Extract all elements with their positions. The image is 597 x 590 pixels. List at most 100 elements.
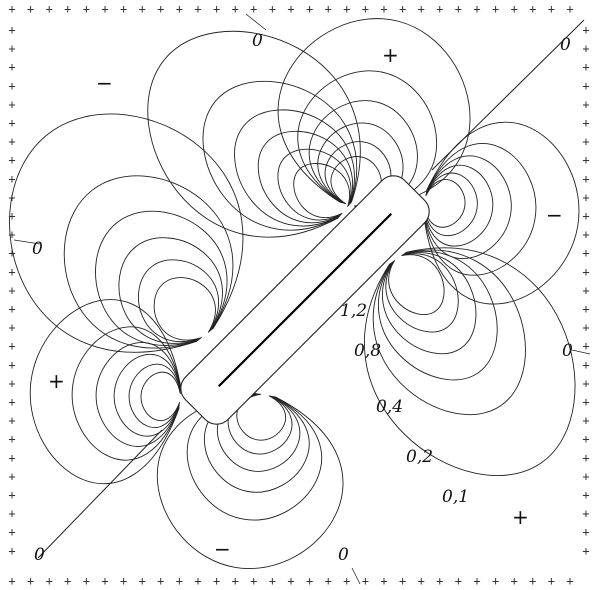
boundary-mark: + (157, 2, 164, 16)
boundary-mark: + (582, 265, 589, 279)
boundary-mark: + (582, 283, 589, 297)
contour-line (308, 100, 418, 208)
boundary-mark: + (8, 283, 15, 297)
boundary-mark: + (529, 2, 536, 16)
boundary-mark: + (582, 451, 589, 465)
boundary-mark: + (101, 574, 108, 588)
boundary-mark: + (176, 2, 183, 16)
boundary-mark: + (582, 60, 589, 74)
zero-label-left: 0 (32, 239, 43, 259)
boundary-mark: + (46, 574, 53, 588)
boundary-mark: + (232, 2, 239, 16)
boundary-mark: + (325, 574, 332, 588)
boundary-mark: + (582, 544, 589, 558)
contour-line (277, 148, 352, 221)
boundary-mark: + (582, 153, 589, 167)
region-sign-bottom: − (214, 537, 231, 561)
contour-line (377, 251, 498, 381)
boundary-mark: + (582, 339, 589, 353)
boundary-mark: + (8, 376, 15, 390)
boundary-mark: + (548, 2, 555, 16)
contour-line (388, 254, 445, 315)
contour-line (9, 113, 244, 353)
boundary-mark: + (582, 246, 589, 260)
contour-line (277, 18, 471, 209)
boundary-mark: + (362, 574, 369, 588)
zero-label-bottom-left: 0 (34, 545, 45, 565)
zero-diagonal-lower (37, 429, 163, 559)
boundary-mark: + (250, 2, 257, 16)
boundary-mark: + (8, 414, 15, 428)
contour-line (95, 210, 228, 346)
boundary-mark: + (566, 574, 573, 588)
boundary-mark: + (8, 574, 15, 588)
boundary-mark: + (213, 574, 220, 588)
region-sign-left: + (48, 369, 65, 393)
boundary-mark: + (418, 2, 425, 16)
boundary-mark: + (306, 574, 313, 588)
boundary-mark: + (176, 574, 183, 588)
boundary-mark: + (582, 190, 589, 204)
boundary-mark: + (380, 574, 387, 588)
boundary-mark: + (287, 574, 294, 588)
boundary-mark: + (399, 2, 406, 16)
contour-line (372, 249, 526, 416)
boundary-mark: + (8, 507, 15, 521)
boundary-mark: + (582, 97, 589, 111)
boundary-mark: + (8, 246, 15, 260)
boundary-markers: + + + + + + + + + + + + + + + + + + + + + + + + + + + + + + + + + + + + + + + +… (8, 2, 589, 588)
contour-line (113, 353, 182, 437)
boundary-mark: + (582, 432, 589, 446)
boundary-mark: + (232, 574, 239, 588)
contour-line (128, 363, 181, 428)
boundary-mark: + (250, 574, 257, 588)
boundary-mark: + (8, 42, 15, 56)
zero-line-top (245, 13, 267, 31)
boundary-mark: + (269, 574, 276, 588)
boundary-mark: + (582, 23, 589, 37)
boundary-mark: + (511, 574, 518, 588)
boundary-mark: + (8, 339, 15, 353)
boundary-mark: + (8, 544, 15, 558)
zero-line-right (571, 349, 591, 355)
boundary-mark: + (27, 2, 34, 16)
boundary-mark: + (325, 2, 332, 16)
level-label-3: 0,4 (376, 397, 403, 417)
central-body (180, 175, 430, 425)
boundary-mark: + (139, 574, 146, 588)
boundary-mark: + (343, 574, 350, 588)
boundary-mark: + (101, 2, 108, 16)
boundary-mark: + (473, 2, 480, 16)
boundary-mark: + (213, 2, 220, 16)
boundary-mark: + (566, 2, 573, 16)
boundary-mark: + (436, 2, 443, 16)
boundary-mark: + (194, 574, 201, 588)
boundary-mark: + (8, 469, 15, 483)
contour-line (140, 371, 181, 422)
boundary-mark: + (120, 574, 127, 588)
boundary-mark: + (8, 153, 15, 167)
contour-line (422, 121, 580, 305)
level-label-1: 1,2 (340, 301, 367, 321)
contour-line (385, 253, 459, 333)
boundary-mark: + (8, 358, 15, 372)
boundary-mark: + (83, 2, 90, 16)
level-label-5: 0,1 (442, 487, 469, 507)
zero-line-bottom (351, 567, 361, 585)
boundary-mark: + (511, 2, 518, 16)
boundary-mark: + (582, 414, 589, 428)
boundary-mark: + (362, 2, 369, 16)
boundary-mark: + (399, 574, 406, 588)
boundary-mark: + (548, 574, 555, 588)
boundary-mark: + (582, 172, 589, 186)
region-sign-upper-left: − (96, 71, 113, 95)
boundary-mark: + (582, 302, 589, 316)
contour-line (423, 172, 478, 236)
boundary-mark: + (455, 2, 462, 16)
boundary-mark: + (83, 574, 90, 588)
boundary-mark: + (343, 2, 350, 16)
boundary-mark: + (8, 60, 15, 74)
contour-line (381, 252, 477, 355)
boundary-mark: + (8, 321, 15, 335)
boundary-mark: + (582, 376, 589, 390)
